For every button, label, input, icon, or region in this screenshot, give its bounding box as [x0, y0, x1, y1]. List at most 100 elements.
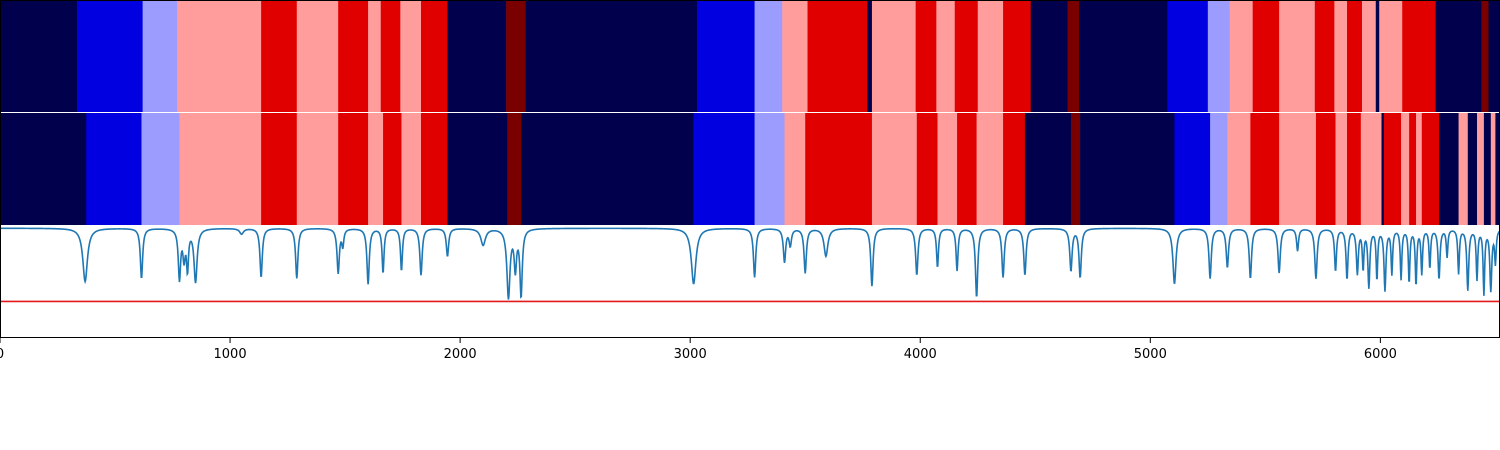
- track-2-segment: [383, 113, 402, 225]
- track-1-segment: [1207, 0, 1230, 112]
- track-1-segment: [1030, 0, 1068, 112]
- track-2-segment: [0, 113, 87, 225]
- track-1-segment: [782, 0, 808, 112]
- track-2-segment: [871, 113, 918, 225]
- track-1-segment: [1361, 0, 1377, 112]
- x-axis: 0 1000 2000 3000 4000 5000 6000: [0, 338, 1397, 362]
- track-2-segment: [1174, 113, 1211, 225]
- track-2-segment: [1383, 113, 1402, 225]
- track-2-segment: [401, 113, 422, 225]
- signal-line: [0, 227, 1500, 300]
- track-1-segment: [936, 0, 956, 112]
- track-2-segment: [1421, 113, 1440, 225]
- track-2-segment: [296, 113, 339, 225]
- track-2-segment: [1381, 113, 1385, 225]
- track-2-segment: [1227, 113, 1251, 225]
- track-1-segment: [754, 0, 783, 112]
- track-1-segment: [296, 0, 339, 112]
- heatmap-track-1: [0, 0, 1500, 112]
- track-2-segment: [754, 113, 785, 225]
- track-2-segment: [1483, 113, 1492, 225]
- track-1-segment: [338, 0, 369, 112]
- track-2-segment: [784, 113, 806, 225]
- track-2-segment: [521, 113, 694, 225]
- x-tick-label: 5000: [1134, 347, 1167, 362]
- track-2-segment: [86, 113, 142, 225]
- signal-panel: [0, 227, 1500, 303]
- track-2-segment: [1315, 113, 1336, 225]
- track-1-segment: [1167, 0, 1209, 112]
- track-1-segment: [1078, 0, 1168, 112]
- track-2-segment: [421, 113, 448, 225]
- track-2-segment: [368, 113, 384, 225]
- track-1-segment: [977, 0, 1004, 112]
- track-1-segment: [447, 0, 507, 112]
- track-1-segment: [697, 0, 755, 112]
- track-1-segment: [506, 0, 526, 112]
- track-1-segment: [1003, 0, 1031, 112]
- track-2-segment: [937, 113, 958, 225]
- track-1-segment: [368, 0, 382, 112]
- x-tick-label: 1000: [214, 347, 247, 362]
- track-2-segment: [338, 113, 369, 225]
- track-2-segment: [1409, 113, 1417, 225]
- track-2-segment: [1439, 113, 1459, 225]
- track-2-segment: [261, 113, 298, 225]
- track-2-segment: [1416, 113, 1423, 225]
- track-1-segment: [1402, 0, 1436, 112]
- heatmap-track-2: [0, 113, 1500, 225]
- track-2-segment: [957, 113, 977, 225]
- track-1-segment: [525, 0, 698, 112]
- track-1-segment: [1488, 0, 1500, 112]
- track-2-segment: [1458, 113, 1469, 225]
- x-tick-label: 6000: [1364, 347, 1397, 362]
- track-1-segment: [1067, 0, 1080, 112]
- track-1-segment: [1252, 0, 1280, 112]
- track-2-segment: [179, 113, 262, 225]
- track-2-segment: [1250, 113, 1280, 225]
- track-1-segment: [1314, 0, 1335, 112]
- track-2-segment: [805, 113, 873, 225]
- track-2-segment: [1335, 113, 1348, 225]
- track-1-segment: [954, 0, 979, 112]
- track-2-segment: [693, 113, 755, 225]
- x-tick-label: 4000: [904, 347, 937, 362]
- track-2-segment: [1467, 113, 1478, 225]
- x-tick-label: 0: [0, 347, 4, 362]
- track-2-segment: [916, 113, 938, 225]
- track-2-segment: [1495, 113, 1500, 225]
- track-1-segment: [1229, 0, 1253, 112]
- track-2-segment: [447, 113, 508, 225]
- track-1-segment: [1375, 0, 1380, 112]
- track-2-segment: [507, 113, 522, 225]
- track-2-segment: [1401, 113, 1410, 225]
- track-1-segment: [421, 0, 448, 112]
- track-2-segment: [1347, 113, 1362, 225]
- track-1-segment: [0, 0, 78, 112]
- track-1-segment: [400, 0, 422, 112]
- track-1-segment: [142, 0, 178, 112]
- track-2-segment: [1360, 113, 1382, 225]
- track-1-segment: [1279, 0, 1316, 112]
- track-2-segment: [1490, 113, 1496, 225]
- track-1-segment: [261, 0, 298, 112]
- track-2-segment: [1070, 113, 1081, 225]
- track-1-segment: [380, 0, 401, 112]
- track-1-segment: [871, 0, 916, 112]
- track-1-segment: [915, 0, 937, 112]
- x-tick-label: 3000: [674, 347, 707, 362]
- track-1-segment: [867, 0, 873, 112]
- track-2-segment: [1024, 113, 1072, 225]
- track-2-segment: [1210, 113, 1228, 225]
- track-1-segment: [77, 0, 143, 112]
- track-1-segment: [1347, 0, 1363, 112]
- track-1-segment: [1481, 0, 1489, 112]
- track-2-segment: [976, 113, 1004, 225]
- track-1-segment: [1334, 0, 1348, 112]
- track-1-segment: [177, 0, 262, 112]
- track-1-segment: [807, 0, 868, 112]
- track-2-segment: [141, 113, 180, 225]
- track-2-segment: [1080, 113, 1175, 225]
- x-tick-label: 2000: [444, 347, 477, 362]
